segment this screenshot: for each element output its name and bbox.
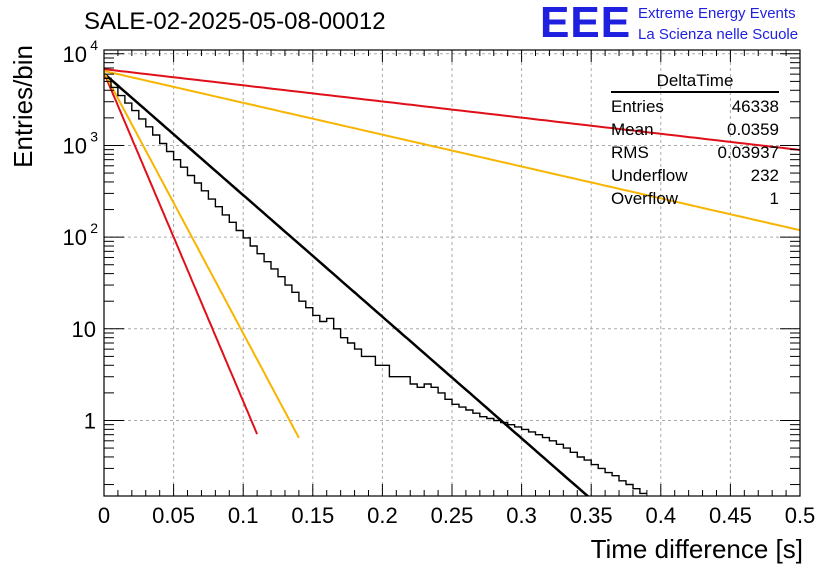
x-axis-label: Time difference [s] [591,534,803,564]
stat-label: Entries [611,97,664,116]
y-tick-label: 10 [72,317,96,342]
fit-curve-2 [104,69,800,232]
y-tick-exponent: 3 [90,128,98,144]
y-tick-label: 10 [63,225,87,250]
stat-value: 0.03937 [717,143,779,162]
plot-clip-group [104,68,800,496]
stat-row-rms: RMS 0.03937 [611,141,779,164]
stats-box: DeltaTime Entries 46338 Mean 0.0359 RMS … [611,70,779,210]
stat-label: Underflow [611,166,688,185]
x-tick-label: 0.3 [506,503,537,528]
logo-line-1: Extreme Energy Events [638,5,796,22]
stats-title: DeltaTime [611,70,779,93]
y-tick-exponent: 2 [90,220,98,236]
stat-value: 0.0359 [727,120,779,139]
fit-curve-0 [104,72,590,496]
x-tick-label: 0.4 [646,503,677,528]
stat-value: 1 [769,189,779,208]
y-tick-exponent: 4 [90,37,98,53]
y-tick-label: 10 [63,42,87,67]
x-tick-label: 0.5 [785,503,816,528]
y-tick-label: 1 [84,408,96,433]
x-tick-label: 0.25 [431,503,474,528]
stat-row-overflow: Overflow 1 [611,187,779,210]
fit-curve-1 [104,68,800,151]
x-tick-label: 0.2 [367,503,398,528]
stat-value: 232 [750,166,779,185]
stat-row-mean: Mean 0.0359 [611,118,779,141]
plot-title: SALE-02-2025-05-08-00012 [84,8,386,35]
eee-logo-mark: EEE [540,0,632,47]
stat-value: 46338 [731,97,779,116]
fit-curve-4 [104,71,300,439]
stat-label: Mean [611,120,654,139]
y-axis-label: Entries/bin [8,45,38,168]
grid-lines [104,50,800,496]
stat-row-underflow: Underflow 232 [611,164,779,187]
x-tick-label: 0.15 [291,503,334,528]
x-tick-label: 0 [98,503,110,528]
stat-label: RMS [611,143,649,162]
histogram-steps [104,77,647,495]
stat-row-entries: Entries 46338 [611,95,779,118]
stat-label: Overflow [611,189,679,208]
axes: 0 0.05 0.1 0.15 0.2 0.25 0.3 0.35 0.4 0.45 0.5 1 10 1… [63,37,816,528]
x-tick-label: 0.35 [570,503,613,528]
x-tick-label: 0.05 [152,503,195,528]
x-tick-label: 0.45 [709,503,752,528]
y-tick-label: 10 [63,133,87,158]
x-tick-label: 0.1 [228,503,259,528]
fit-curve-3 [104,72,259,435]
plot-area [104,68,800,496]
logo-line-2: La Scienza nelle Scuole [638,26,799,43]
